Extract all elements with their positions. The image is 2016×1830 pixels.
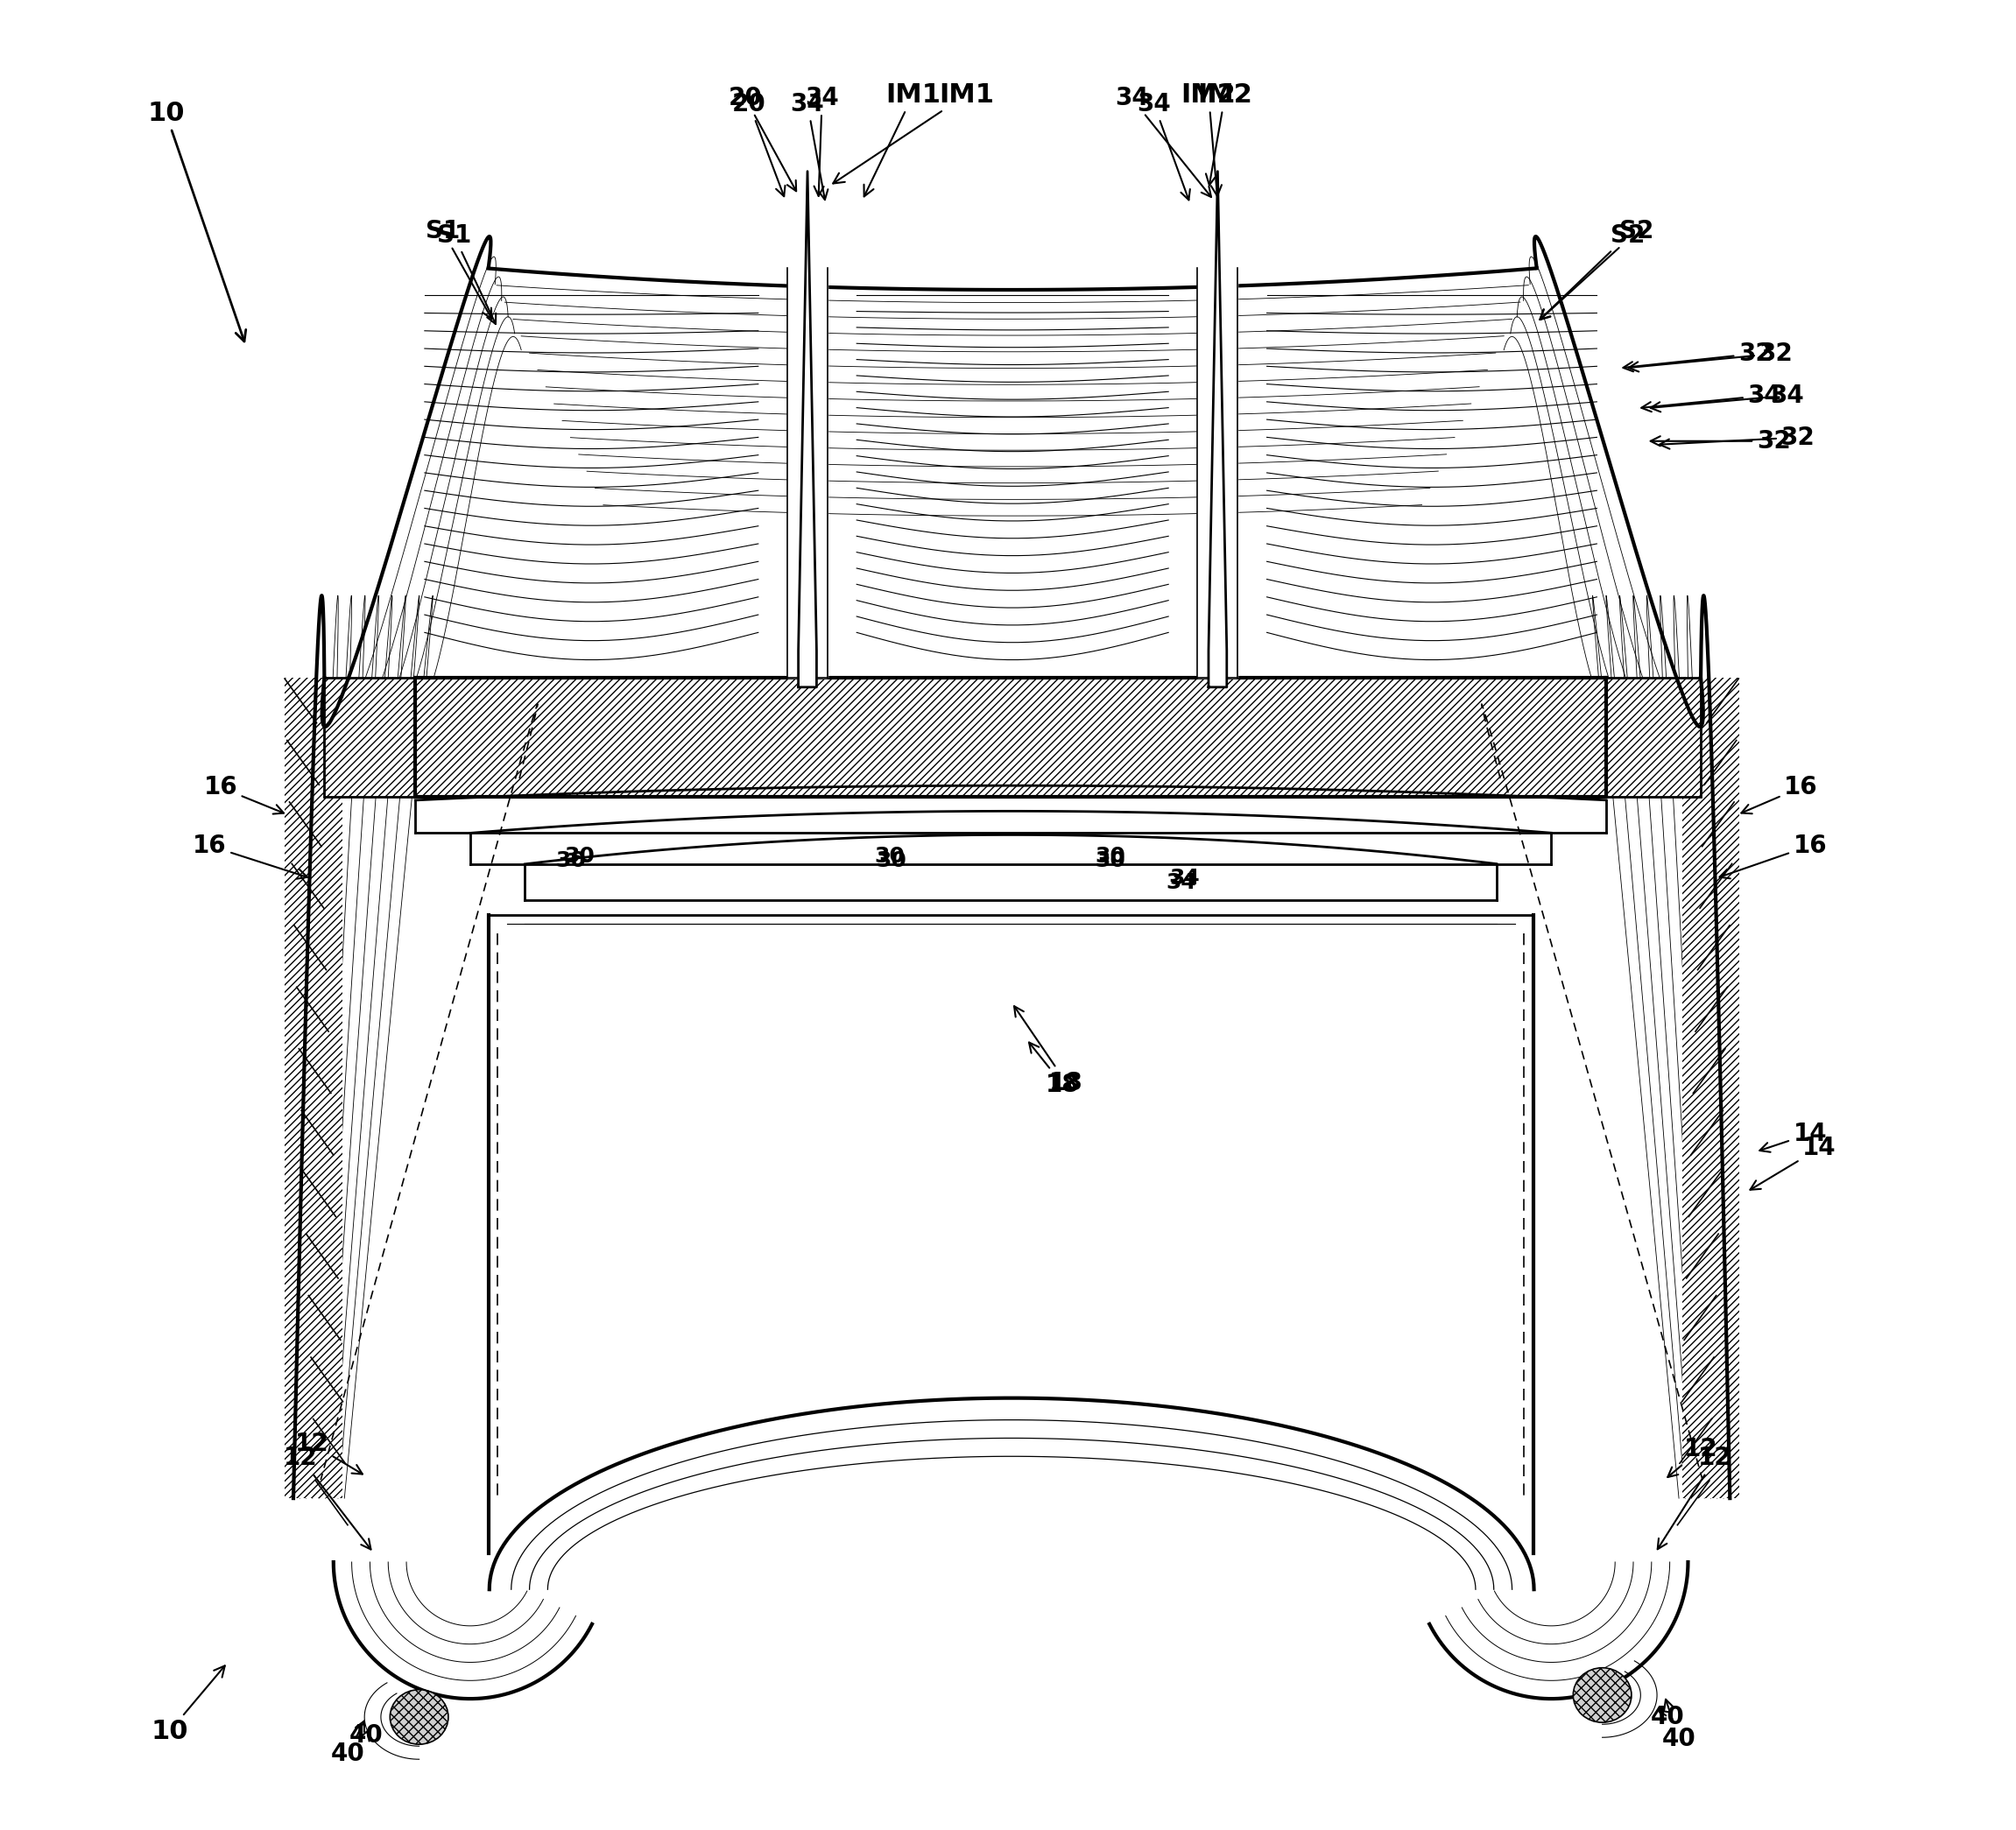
Text: 34: 34 [1641,382,1782,412]
Text: 34: 34 [804,86,839,196]
Text: 40: 40 [349,1724,383,1748]
Bar [325,679,415,796]
Text: 14: 14 [1750,1136,1837,1190]
Polygon shape [798,172,816,686]
Text: 30: 30 [1095,849,1125,871]
Polygon shape [1208,172,1228,686]
Text: 40: 40 [1661,1700,1695,1751]
Bar [1683,679,1740,1499]
Text: 32: 32 [1659,425,1814,450]
Text: 10: 10 [147,101,246,342]
Text: S1: S1 [425,220,492,318]
Text: 30: 30 [875,845,905,867]
Text: 32: 32 [1651,428,1790,454]
Text: 30: 30 [554,849,589,871]
Text: 12: 12 [294,1431,363,1475]
Text: 12: 12 [1667,1437,1718,1477]
Text: IM1: IM1 [865,82,941,196]
Text: 34: 34 [1137,92,1189,199]
Text: 30: 30 [1095,845,1125,867]
Text: 18: 18 [1028,1043,1081,1096]
Text: 14: 14 [1760,1122,1826,1153]
Text: S2: S2 [1540,223,1645,320]
Text: 32: 32 [1629,342,1792,371]
Text: 10: 10 [151,1665,226,1744]
Text: IM2: IM2 [1181,82,1236,196]
Text: 20: 20 [728,86,796,190]
Bar [788,267,827,679]
Text: 34: 34 [1651,382,1804,412]
Ellipse shape [389,1689,448,1744]
Text: 16: 16 [194,833,306,878]
Text: 16: 16 [204,776,284,814]
Ellipse shape [1572,1667,1631,1722]
Text: 30: 30 [564,845,595,867]
Bar [284,679,343,1499]
Text: 40: 40 [331,1720,365,1766]
Text: 34: 34 [790,92,829,199]
Text: 34: 34 [1169,867,1200,889]
Bar [1198,267,1238,679]
Bar [415,679,1607,796]
Text: 20: 20 [732,92,784,196]
Text: 32: 32 [1623,342,1772,371]
Text: 16: 16 [1720,833,1826,878]
Text: 40: 40 [1651,1706,1685,1729]
Text: IM1: IM1 [833,82,994,183]
Text: 34: 34 [1115,86,1212,198]
Text: 30: 30 [877,849,907,871]
Text: 18: 18 [1014,1006,1083,1094]
Text: IM2: IM2 [1198,82,1252,185]
Text: 16: 16 [1742,776,1818,814]
Text: 12: 12 [284,1446,371,1550]
Text: 12: 12 [1657,1446,1732,1550]
Text: 34: 34 [1165,871,1195,893]
Text: S1: S1 [437,223,496,324]
Text: S2: S2 [1540,220,1655,320]
Bar [1607,679,1702,796]
